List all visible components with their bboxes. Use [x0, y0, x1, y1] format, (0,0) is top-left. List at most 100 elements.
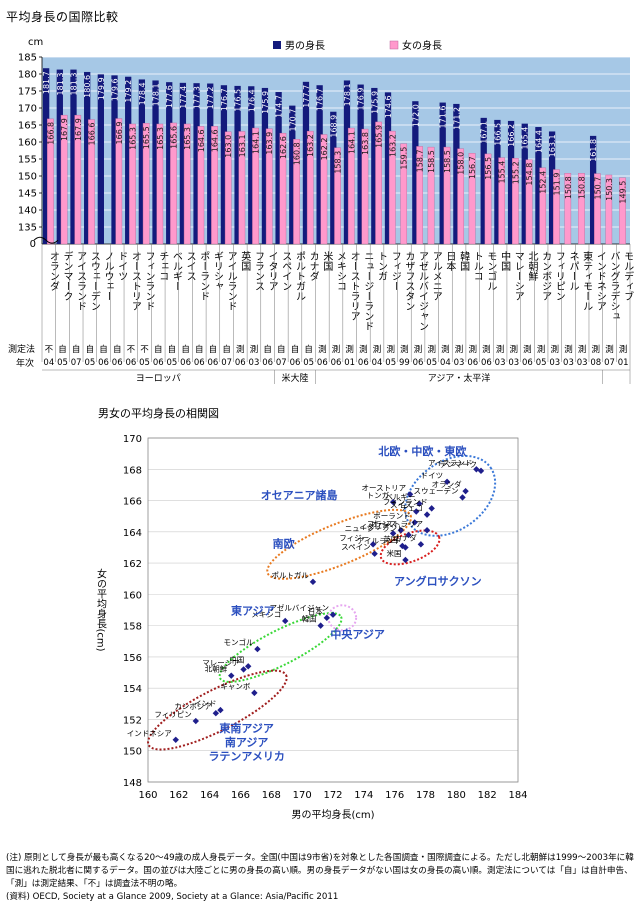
scatter-point: [317, 622, 324, 629]
bar-male-value: 177.2: [206, 87, 215, 110]
bar-male: [166, 82, 173, 244]
method-label: 自: [304, 344, 313, 355]
year-label: 06: [331, 358, 342, 368]
bar-female: [361, 128, 369, 245]
year-label: 03: [454, 358, 465, 368]
bar-female: [252, 127, 259, 245]
bar-male-value: 176.7: [220, 88, 229, 111]
category-label: カンボジア: [540, 251, 552, 301]
method-label: 測: [455, 344, 464, 355]
scatter-point-label: アゼルバイジャン: [270, 603, 329, 613]
scatter-y-tick: 150: [123, 747, 142, 758]
bar-male: [261, 87, 269, 244]
scatter-point-label: デンマーク: [440, 459, 478, 469]
bar-female: [553, 169, 560, 245]
bar-male-value: 180.6: [83, 75, 92, 98]
y-tick-label: 165: [18, 121, 37, 132]
bar-male-value: 179.2: [124, 80, 133, 103]
axis-break-mark: [33, 236, 59, 244]
category-label: アゼルバイジャン: [417, 251, 429, 331]
category-label: 中国: [499, 250, 511, 272]
method-label: 自: [263, 344, 272, 355]
bar-female-value: 163.0: [224, 135, 233, 158]
bar-female-value: 165.3: [128, 127, 137, 150]
scatter-point-label: トンガ: [367, 490, 390, 500]
region-label: アジア・太平洋: [428, 372, 491, 384]
bar-male: [56, 69, 63, 244]
scatter-y-tick: 158: [123, 622, 142, 633]
method-label: 測: [250, 344, 259, 355]
scatter-x-axis-label: 男の平均身長(cm): [291, 808, 374, 821]
scatter-point: [240, 666, 247, 673]
category-label: ノルウェー: [102, 251, 114, 301]
region-label: ヨーロッパ: [136, 373, 181, 384]
bar-female: [60, 114, 68, 245]
bar-female: [293, 139, 300, 245]
year-label: 06: [208, 358, 219, 368]
category-label: オランダ: [47, 251, 59, 291]
scatter-x-tick: 180: [447, 790, 466, 801]
legend-male-swatch: [273, 41, 281, 49]
year-label: 03: [249, 358, 260, 368]
bar-female: [197, 126, 205, 245]
year-label: 99: [399, 358, 410, 368]
year-label: 01: [344, 358, 355, 368]
year-label: 05: [426, 358, 437, 368]
bar-male-value: 176.7: [316, 88, 325, 111]
bar-male-value: 177.4: [179, 86, 188, 109]
bar-male: [302, 81, 310, 244]
category-label: チェコ: [157, 251, 168, 281]
category-label: オーストリア: [129, 251, 140, 311]
category-label: フランス: [252, 251, 263, 291]
bar-male: [207, 83, 214, 245]
bar-female-value: 151.9: [552, 173, 561, 196]
scatter-chart-title: 男女の平均身長の相関図: [98, 407, 219, 420]
bar-female: [512, 158, 519, 245]
method-label: 不: [45, 345, 54, 355]
year-label: 06: [235, 358, 246, 368]
method-label: 自: [181, 344, 190, 355]
year-label: 06: [262, 358, 273, 368]
category-label: マレーシア: [512, 251, 523, 301]
scatter-point-label: イタリア: [359, 522, 389, 531]
year-label: 07: [604, 358, 615, 368]
group-label-south-asia: 南アジア: [225, 735, 269, 749]
scatter-point: [329, 611, 337, 618]
bar-male-value: 175.9: [261, 91, 270, 114]
method-label: 測: [496, 344, 505, 355]
scatter-point-label: スウェーデン: [414, 485, 459, 495]
scatter-point-label: マレーシア: [202, 658, 239, 667]
method-label: 測: [427, 344, 436, 355]
bar-male: [316, 85, 323, 244]
bar-male-value: 174.6: [384, 95, 393, 118]
bar-male-value: 181.7: [42, 71, 51, 94]
bar-female: [320, 134, 328, 245]
category-label: カナダ: [307, 251, 319, 281]
year-label: 04: [440, 358, 451, 368]
scatter-plot-frame: [147, 437, 519, 783]
bar-male-value: 166.5: [493, 123, 502, 146]
bar-female-value: 165.5: [142, 126, 151, 149]
category-label: 米国: [321, 250, 333, 272]
y-tick-label: 135: [18, 223, 37, 234]
year-row-label: 年次: [16, 357, 34, 369]
bar-female: [619, 177, 626, 245]
year-label: 06: [317, 358, 328, 368]
bar-male-value: 175.9: [370, 91, 379, 114]
method-label: 自: [86, 344, 95, 355]
bar-female-value: 163.2: [306, 134, 315, 157]
cluster-ellipse-anglo-saxon: [379, 529, 441, 566]
year-label: 06: [290, 358, 301, 368]
scatter-point-label: 米国: [386, 548, 401, 558]
bar-female-value: 156.5: [484, 157, 493, 180]
scatter-y-tick: 162: [123, 559, 142, 570]
scatter-point: [309, 578, 317, 586]
bar-female: [539, 167, 547, 245]
group-label-oceania: オセアニア諸島: [261, 488, 338, 502]
category-label: オーストラリア: [348, 251, 359, 321]
year-label: 08: [590, 358, 601, 368]
scatter-y-tick: 156: [123, 653, 142, 664]
bar-female-value: 166.6: [87, 123, 96, 146]
scatter-point-label: スペイン: [341, 543, 370, 552]
bar-male: [138, 79, 146, 244]
